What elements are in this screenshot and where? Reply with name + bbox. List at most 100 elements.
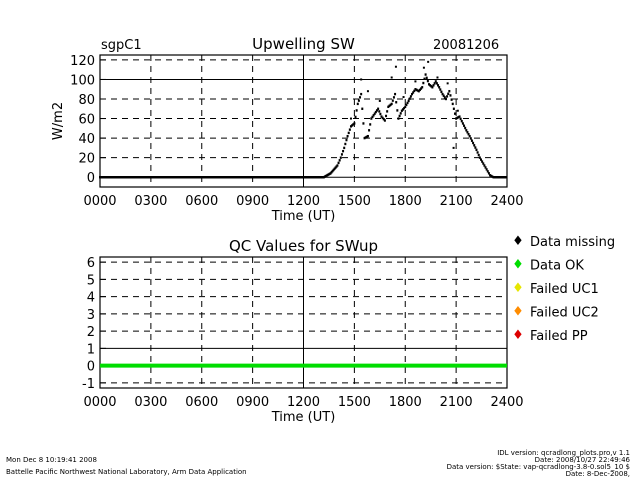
data-point	[498, 176, 501, 179]
data-point	[450, 98, 453, 101]
x-tick-label: 0000	[83, 194, 116, 209]
data-point	[484, 166, 487, 169]
legend-marker: ♦	[512, 328, 524, 343]
x-tick-label: 2100	[440, 194, 473, 209]
y-tick-label: 0	[87, 171, 95, 186]
footer-org: Battelle Pacific Northwest National Labo…	[6, 468, 247, 476]
data-point	[476, 151, 479, 154]
data-point	[394, 65, 397, 68]
footer-idl-version: IDL version: qcradlong_plots.pro,v 1.1	[497, 449, 630, 457]
footer-data-version: Data version: $State: vap-qcradlong-3.8-…	[447, 463, 630, 471]
data-point	[318, 176, 321, 179]
data-point	[312, 176, 315, 179]
data-point	[468, 134, 471, 138]
data-point	[432, 84, 435, 87]
data-point	[494, 176, 497, 179]
x-tick-label: 1200	[287, 194, 320, 209]
data-point	[420, 87, 423, 90]
data-point	[460, 119, 463, 123]
data-point	[441, 92, 444, 96]
data-point	[352, 123, 355, 126]
data-point	[307, 176, 310, 179]
data-point	[357, 99, 360, 102]
x-tick-label: 0000	[83, 395, 116, 410]
legend-label: Data OK	[530, 259, 584, 274]
footer-timestamp: Mon Dec 8 10:19:41 2008	[6, 456, 97, 464]
chart-title: Upwelling SW	[252, 35, 355, 53]
data-point	[380, 115, 383, 118]
data-point	[345, 138, 348, 142]
data-point	[439, 88, 442, 91]
data-point	[461, 122, 464, 125]
data-point	[463, 124, 466, 127]
x-tick-label: 0600	[185, 194, 218, 209]
data-point	[303, 176, 306, 179]
data-point	[354, 115, 357, 119]
legend-marker: ♦	[512, 258, 524, 273]
data-point	[409, 95, 412, 98]
legend-label: Failed UC1	[530, 282, 599, 297]
data-point	[342, 149, 345, 153]
data-point	[446, 82, 449, 85]
data-point	[368, 129, 371, 132]
data-point	[394, 92, 397, 96]
data-point	[458, 115, 461, 118]
data-point	[382, 118, 385, 121]
data-point	[379, 112, 382, 116]
data-point	[415, 88, 418, 92]
data-point	[360, 78, 363, 81]
data-point	[438, 86, 441, 89]
y-tick-label: 60	[78, 113, 95, 128]
data-point	[362, 122, 365, 125]
data-point	[436, 76, 439, 79]
date-label: 20081206	[433, 38, 499, 53]
data-point	[448, 89, 451, 93]
data-point	[338, 159, 341, 162]
data-point	[431, 86, 434, 89]
data-point	[378, 110, 381, 113]
data-point	[373, 112, 376, 115]
data-point	[489, 174, 492, 177]
data-point	[309, 176, 312, 179]
data-point	[316, 176, 319, 179]
legend-label: Data missing	[530, 235, 615, 250]
data-point	[416, 89, 419, 92]
data-point	[475, 148, 478, 152]
data-point	[392, 96, 395, 99]
data-point	[473, 144, 476, 147]
data-point	[401, 108, 404, 111]
data-point	[398, 114, 401, 118]
data-point	[344, 142, 347, 146]
data-point	[349, 117, 352, 120]
x-axis-label: Time (UT)	[271, 209, 336, 224]
x-tick-label: 0900	[236, 194, 269, 209]
data-point	[425, 76, 428, 80]
data-point	[495, 176, 498, 179]
x-tick-label: 2400	[490, 395, 523, 410]
data-point	[496, 176, 499, 179]
data-point	[366, 90, 369, 93]
data-point	[321, 176, 324, 179]
data-point	[366, 134, 369, 138]
data-point	[472, 141, 475, 145]
data-point	[305, 176, 308, 179]
data-point	[404, 105, 407, 109]
data-point	[386, 110, 389, 113]
data-point	[470, 139, 473, 142]
legend-marker: ♦	[512, 234, 524, 249]
data-point	[336, 164, 339, 167]
data-point	[418, 88, 421, 92]
y-tick-label: 20	[78, 152, 95, 167]
y-tick-label: -1	[82, 377, 95, 392]
x-tick-label: 2400	[490, 194, 523, 209]
data-point	[455, 117, 458, 120]
data-point	[337, 161, 340, 165]
y-tick-label: 6	[87, 256, 95, 271]
data-point	[395, 101, 398, 104]
data-point	[385, 114, 388, 118]
data-point	[399, 112, 402, 115]
data-point	[414, 80, 417, 83]
y-tick-label: 0	[87, 360, 95, 375]
data-point	[407, 99, 410, 103]
data-point	[391, 99, 394, 102]
